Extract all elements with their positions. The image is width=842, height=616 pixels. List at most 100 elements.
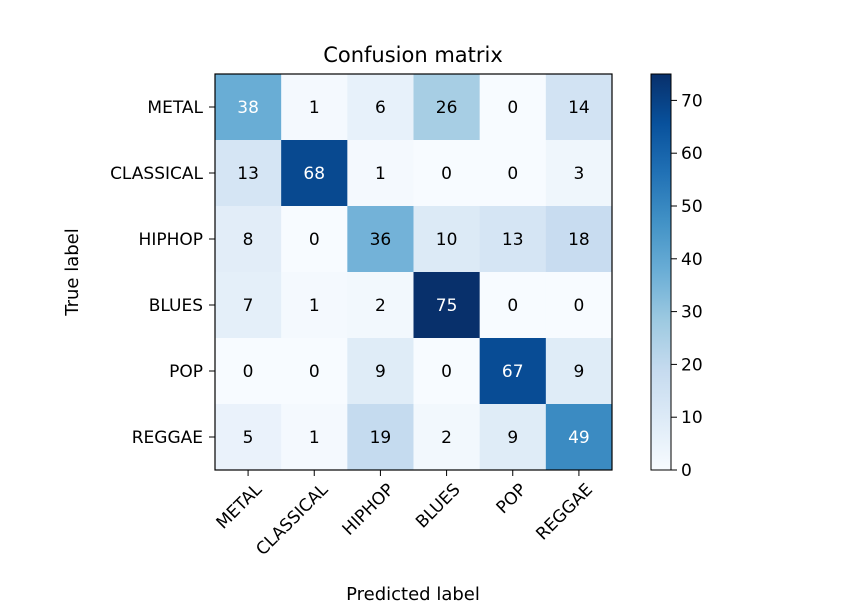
heatmap-cell: [215, 338, 282, 405]
y-tick-label: CLASSICAL: [110, 164, 203, 184]
cell-value-label: 0: [574, 296, 585, 316]
y-tick-label: HIPHOP: [139, 230, 203, 250]
heatmap-cell: [413, 206, 481, 273]
y-tick-label: POP: [169, 362, 203, 382]
x-tick-label: BLUES: [412, 480, 465, 533]
heatmap-cell: [545, 206, 613, 273]
colorbar-tick-label: 40: [681, 250, 703, 270]
heatmap-cell: [347, 74, 414, 141]
heatmap-cell: [347, 272, 414, 339]
x-tick-label: REGGAE: [532, 480, 597, 545]
heatmap-cell: [347, 338, 414, 405]
heatmap-cell: [413, 338, 481, 405]
colorbar-tick-label: 60: [681, 144, 703, 164]
colorbar-tick-label: 30: [681, 303, 703, 323]
cell-value-label: 2: [441, 428, 452, 448]
heatmap-cell: [413, 272, 481, 339]
cell-value-label: 0: [441, 164, 452, 184]
heatmap-cell: [479, 404, 547, 471]
cell-value-label: 18: [568, 230, 590, 250]
heatmap-cell: [413, 74, 481, 141]
cell-value-label: 7: [243, 296, 254, 316]
heatmap-cell: [545, 338, 613, 405]
cell-value-label: 67: [502, 362, 524, 382]
colorbar-tick-label: 10: [681, 408, 703, 428]
colorbar-tick-label: 20: [681, 355, 703, 375]
plot-frame: [214, 73, 613, 471]
cell-value-label: 0: [309, 230, 320, 250]
cell-value-label: 9: [507, 428, 518, 448]
heatmap-cell: [281, 404, 348, 471]
colorbar-gradient: [650, 73, 672, 471]
y-tick-label: METAL: [147, 98, 203, 118]
heatmap-cell: [347, 206, 414, 273]
heatmap-cell: [215, 404, 282, 471]
heatmap-cell: [281, 140, 348, 207]
cell-value-label: 14: [568, 98, 590, 118]
y-tick-label: REGGAE: [132, 428, 203, 448]
cell-value-label: 1: [309, 428, 320, 448]
chart-title: Confusion matrix: [323, 43, 503, 67]
cell-value-label: 1: [375, 164, 386, 184]
heatmap-cell: [413, 404, 481, 471]
heatmap-cell: [479, 272, 547, 339]
heatmap-cell: [545, 404, 613, 471]
cell-value-label: 68: [303, 164, 325, 184]
colorbar-tick-label: 0: [681, 461, 692, 481]
colorbar-tick-label: 50: [681, 197, 703, 217]
cell-value-label: 0: [441, 362, 452, 382]
heatmap-cell: [479, 74, 547, 141]
cell-value-label: 8: [243, 230, 254, 250]
cell-value-label: 5: [243, 428, 254, 448]
heatmap-cell: [281, 272, 348, 339]
heatmap-cell: [347, 404, 414, 471]
cell-value-label: 1: [309, 296, 320, 316]
cell-value-label: 9: [375, 362, 386, 382]
cell-value-label: 49: [568, 428, 590, 448]
heatmap-cell: [413, 140, 481, 207]
colorbar-tick-label: 70: [681, 91, 703, 111]
cell-value-label: 38: [237, 98, 259, 118]
cell-value-label: 26: [436, 98, 458, 118]
heatmap-cell: [545, 74, 613, 141]
heatmap-cell: [215, 74, 282, 141]
cell-value-label: 0: [507, 296, 518, 316]
heatmap-cell: [479, 140, 547, 207]
heatmap-cell: [347, 140, 414, 207]
y-axis: METAL CLASSICAL HIPHOP BLUES POP REGGAE: [110, 98, 215, 448]
heatmap-cell: [479, 206, 547, 273]
heatmap-cell: [215, 206, 282, 273]
cell-value-label: 3: [574, 164, 585, 184]
heatmap-cell: [281, 206, 348, 273]
cell-value-label: 0: [507, 98, 518, 118]
cell-value-label: 19: [370, 428, 392, 448]
heatmap-cell: [281, 74, 348, 141]
x-tick-label: HIPHOP: [339, 480, 399, 540]
heatmap-cell: [545, 272, 613, 339]
heatmap-cells: [215, 74, 613, 471]
x-tick-label: CLASSICAL: [252, 480, 332, 560]
cell-value-label: 2: [375, 296, 386, 316]
cell-value-label: 13: [237, 164, 259, 184]
y-tick-label: BLUES: [149, 296, 203, 316]
heatmap-cell: [545, 140, 613, 207]
cell-value-label: 13: [502, 230, 524, 250]
y-axis-label: True label: [62, 228, 83, 317]
x-axis-label: Predicted label: [346, 584, 480, 605]
cell-value-label: 1: [309, 98, 320, 118]
x-tick-label: METAL: [213, 480, 267, 534]
cell-value-label: 0: [507, 164, 518, 184]
cell-value-label: 6: [375, 98, 386, 118]
x-tick-label: POP: [493, 480, 531, 518]
heatmap-cell: [479, 338, 547, 405]
heatmap-cell: [281, 338, 348, 405]
cell-value-label: 10: [436, 230, 458, 250]
heatmap-cell: [215, 272, 282, 339]
cell-value-label: 36: [370, 230, 392, 250]
cell-value-label: 0: [309, 362, 320, 382]
cell-value-label: 9: [574, 362, 585, 382]
heatmap-cell: [215, 140, 282, 207]
cell-value-label: 75: [436, 296, 458, 316]
